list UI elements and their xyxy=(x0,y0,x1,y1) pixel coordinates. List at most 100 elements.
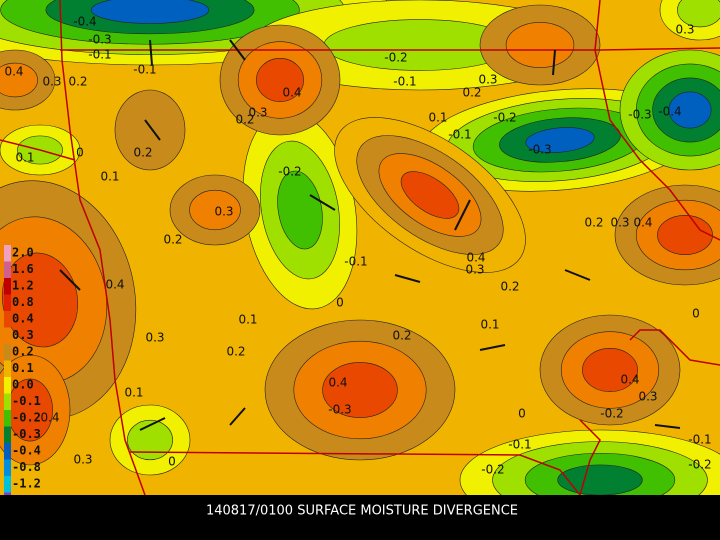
contour-label: -0.2 xyxy=(384,51,407,65)
contour-label: 0.1 xyxy=(238,313,257,327)
contour-band xyxy=(657,215,713,255)
legend-swatch xyxy=(4,294,11,311)
border xyxy=(59,0,146,496)
contour-label: -0.1 xyxy=(688,433,711,447)
contour-label: 0.3 xyxy=(465,263,484,277)
legend-swatch xyxy=(4,393,11,410)
contour-label: -0.4 xyxy=(73,15,96,29)
contour-label: 0.4 xyxy=(466,251,485,265)
contour-label: 0.3 xyxy=(145,331,164,345)
contour-label: -0.2 xyxy=(493,111,516,125)
contour-label: 0.1 xyxy=(15,151,34,165)
wind-barb xyxy=(144,119,161,141)
legend-swatch xyxy=(4,476,11,493)
contour-band xyxy=(322,362,398,418)
wind-barbs xyxy=(59,39,681,431)
wind-barb xyxy=(654,424,681,429)
legend-swatch xyxy=(4,377,11,394)
legend-swatch xyxy=(4,410,11,427)
legend-label: -1.2 xyxy=(12,477,41,491)
contour-label: -0.1 xyxy=(508,438,531,452)
legend-label: -0.3 xyxy=(12,427,41,441)
contour-label: 0.3 xyxy=(42,75,61,89)
contour-label: 0.2 xyxy=(462,86,481,100)
contour-label: -0.1 xyxy=(344,255,367,269)
border xyxy=(60,47,720,51)
contour-label: 0.3 xyxy=(478,73,497,87)
contour-label: 0 xyxy=(76,146,84,160)
contour-label: 0.3 xyxy=(675,23,694,37)
state-borders xyxy=(0,0,720,496)
legend-label: 1.6 xyxy=(12,262,34,276)
wind-barb xyxy=(454,199,471,231)
border xyxy=(594,0,720,241)
contour-label: -0.2 xyxy=(600,407,623,421)
wind-barb xyxy=(139,417,166,431)
legend: 2.0 1.6 1.2 0.8 0.4 0.3 0.2 0.1 0.0 -0.1 -0.2 -0.3 -… xyxy=(4,245,41,509)
legend-swatch xyxy=(4,278,11,295)
legend-label: -0.8 xyxy=(12,460,41,474)
contour-label: -0.3 xyxy=(628,108,651,122)
legend-swatch xyxy=(4,327,11,344)
contour-label: 0.1 xyxy=(480,318,499,332)
wind-barb xyxy=(394,274,421,283)
contour-label: 0.2 xyxy=(500,280,519,294)
legend-swatch xyxy=(4,443,11,460)
contour-label: 0.3 xyxy=(73,453,92,467)
wind-barb xyxy=(149,39,153,66)
contour-band xyxy=(525,127,595,153)
contour-label: -0.1 xyxy=(133,63,156,77)
legend-label: -0.4 xyxy=(12,444,41,458)
contour-label: 0.4 xyxy=(620,373,639,387)
contour-band xyxy=(505,22,575,68)
contour-band xyxy=(400,171,460,219)
contour-label: -0.3 xyxy=(88,33,111,47)
contour-label: -0.3 xyxy=(528,143,551,157)
contour-label: 0 xyxy=(692,307,700,321)
contour-label: 0.4 xyxy=(105,278,124,292)
legend-label: 0.4 xyxy=(12,312,34,326)
contour-label: 0.2 xyxy=(163,233,182,247)
contour-band xyxy=(114,89,186,171)
wind-barb xyxy=(229,39,246,61)
contour-label: 0.2 xyxy=(133,146,152,160)
contour-band xyxy=(582,348,638,392)
legend-label: 0.2 xyxy=(12,345,34,359)
contour-label: 0.2 xyxy=(584,216,603,230)
contour-label: 0.4 xyxy=(633,216,652,230)
contour-label: 0.4 xyxy=(328,376,347,390)
border xyxy=(629,329,720,366)
legend-swatch xyxy=(4,426,11,443)
caption: 140817/0100 SURFACE MOISTURE DIVERGENCE xyxy=(206,504,518,519)
contour-label: 0.2 xyxy=(68,75,87,89)
contour-label: 0.2 xyxy=(226,345,245,359)
contour-band xyxy=(557,464,643,496)
legend-swatch xyxy=(4,360,11,377)
legend-label: 1.2 xyxy=(12,279,34,293)
contour-label: -0.1 xyxy=(448,128,471,142)
contour-label: 0 xyxy=(168,455,176,469)
contour-label: 0.3 xyxy=(248,106,267,120)
legend-label: 0.1 xyxy=(12,361,34,375)
border xyxy=(0,139,76,161)
border xyxy=(579,419,601,496)
contour-label: 0.4 xyxy=(282,86,301,100)
contour-band xyxy=(189,189,241,231)
contour-label: 0.2 xyxy=(235,113,254,127)
contour-label: -0.2 xyxy=(481,463,504,477)
contour-label: 0 xyxy=(518,407,526,421)
contour-band xyxy=(1,252,79,348)
legend-label: 0.0 xyxy=(12,378,34,392)
wind-barb xyxy=(552,49,556,76)
contour-band xyxy=(0,62,38,98)
wind-barb xyxy=(59,269,81,291)
legend-swatch xyxy=(4,245,11,262)
contour-label: -0.1 xyxy=(88,48,111,62)
legend-swatch xyxy=(4,344,11,361)
contour-label: -0.4 xyxy=(658,105,681,119)
legend-label: -0.2 xyxy=(12,411,41,425)
legend-label: 0.8 xyxy=(12,295,34,309)
border xyxy=(129,451,581,496)
